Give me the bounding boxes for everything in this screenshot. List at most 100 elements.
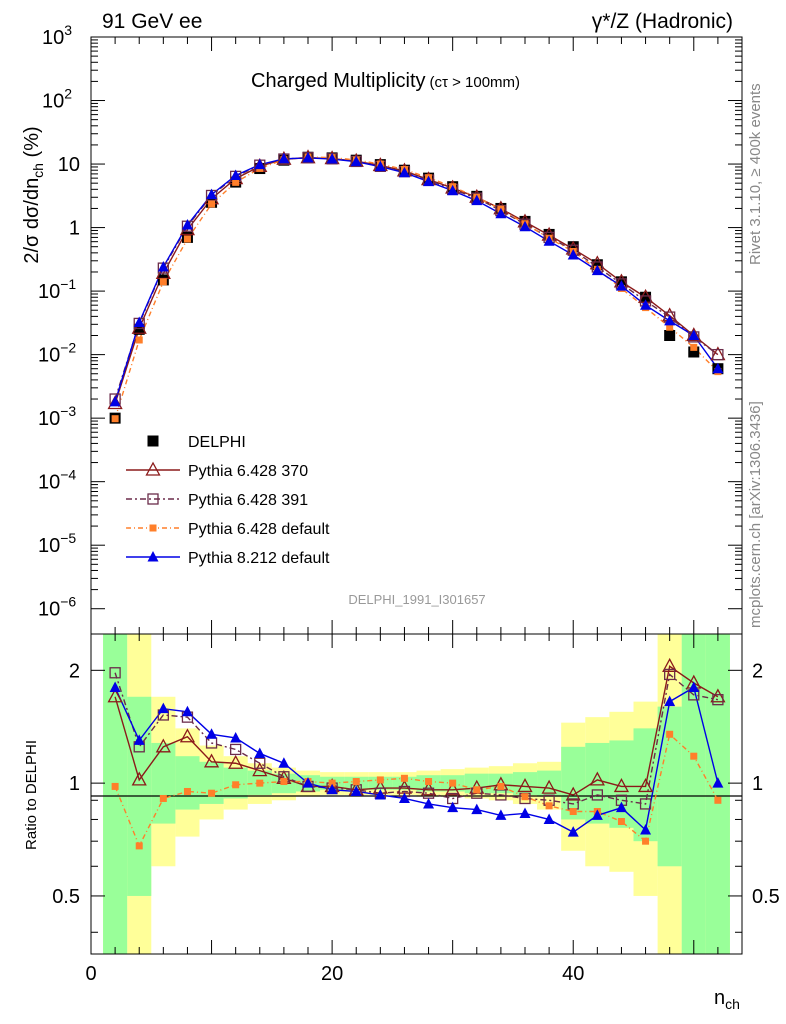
ratio-point-s0-18 (541, 779, 557, 794)
top-point-s1-1 (131, 319, 147, 334)
top-point-s4-21 (615, 280, 627, 291)
tick-base: 10 (38, 281, 60, 303)
ratio-point-s2-24 (690, 752, 698, 760)
ratio-point-s2-25 (714, 796, 722, 804)
top-point-s4-6 (254, 158, 266, 170)
top-point-s4-4 (206, 188, 218, 200)
ratio-point-s3-1 (133, 734, 145, 745)
ratio-point-s0-17 (517, 778, 533, 793)
bottom-y-tick-label-right: 1 (752, 773, 763, 795)
top-point-s4-7 (278, 152, 290, 164)
ratio-point-s2-9 (328, 779, 336, 787)
ratio-point-s2-19 (569, 808, 577, 816)
legend-marker-3 (149, 524, 157, 532)
top-point-s4-5 (230, 169, 242, 181)
ratio-point-s2-3 (183, 787, 191, 795)
ratio-point-s0-22 (637, 778, 654, 793)
bottom-panel: 0.5 0.51 12 20 20 40 (52, 633, 780, 985)
plot-subtitle-text: (cτ > 100mm) (430, 74, 521, 91)
top-point-s4-19 (567, 249, 579, 260)
top-point-s4-14 (447, 184, 459, 196)
ratio-point-s3-24 (688, 681, 700, 692)
tick-exponent: −1 (60, 276, 76, 292)
ratio-point-s3-4 (206, 728, 218, 739)
green-band-3 (175, 756, 200, 810)
legend-marker-0 (147, 435, 159, 447)
legend-label-4: Pythia 8.212 default (188, 550, 330, 567)
top-point-s4-12 (398, 166, 410, 178)
ratio-point-s0-0 (107, 688, 123, 703)
top-point-s3-5 (232, 178, 240, 186)
top-y-tick-label: 10−4 (38, 467, 76, 494)
ratio-point-s2-2 (159, 794, 167, 802)
ratio-point-s0-1 (131, 771, 147, 786)
ratio-point-s1-20 (591, 789, 603, 801)
ratio-point-s3-6 (254, 747, 266, 758)
ratio-point-s3-22 (640, 823, 652, 835)
legend-marker-1 (145, 461, 161, 476)
ratio-point-s3-16 (495, 809, 507, 820)
ratio-point-s2-12 (400, 774, 408, 782)
top-point-s4-22 (640, 299, 652, 310)
green-band-19 (561, 746, 586, 820)
ratio-point-s0-20 (589, 771, 605, 786)
ratio-point-s3-20 (591, 809, 603, 820)
top-point-s0-19 (567, 241, 579, 253)
legend-marker-2 (147, 493, 159, 505)
ratio-series-line-3 (114, 686, 719, 833)
green-band-4 (199, 761, 224, 804)
bottom-panel-frame (90, 633, 743, 955)
top-point-s0-22 (640, 291, 652, 303)
top-point-s0-24 (688, 346, 700, 358)
tick-exponent: 3 (64, 22, 72, 38)
top-point-s4-15 (471, 194, 483, 206)
top-y-tick-label: 102 (42, 86, 72, 113)
analysis-id: DELPHI_1991_I301657 (348, 592, 485, 607)
legend-marker-4 (147, 551, 159, 562)
ratio-point-s2-4 (208, 789, 216, 797)
tick-exponent: −6 (60, 594, 76, 610)
top-y-axis-label: 2/σ dσ/dnch (%) (21, 126, 46, 263)
ratio-point-s0-19 (565, 786, 581, 801)
tick-exponent: −5 (60, 530, 76, 546)
ratio-point-s1-23 (664, 668, 676, 681)
top-point-s2-25 (712, 348, 724, 361)
ratio-point-s1-22 (639, 798, 652, 810)
tick-exponent: −2 (60, 340, 76, 356)
ratio-point-s1-25 (712, 694, 724, 706)
ratio-series-line-2 (114, 732, 719, 848)
ratio-point-s3-13 (423, 797, 435, 809)
bottom-y-axis-label: Ratio to DELPHI (23, 740, 40, 850)
top-point-s3-24 (690, 343, 698, 351)
tick-exponent: 2 (64, 86, 72, 102)
ratio-point-s3-14 (447, 801, 459, 813)
ratio-point-s2-22 (642, 837, 650, 845)
top-y-tick-label: 103 (42, 22, 72, 49)
green-band-25 (705, 634, 730, 954)
top-plot-title: Charged Multiplicity (cτ > 100mm) (251, 70, 520, 92)
top-point-s4-0 (109, 395, 121, 407)
ratio-point-s2-6 (256, 779, 264, 787)
legend-label-3: Pythia 6.428 default (188, 521, 330, 538)
top-point-s1-24 (686, 327, 702, 342)
top-point-s4-25 (712, 362, 724, 374)
green-band-12 (392, 776, 417, 790)
ratio-point-s3-8 (302, 777, 314, 788)
x-tick-label: 0 (85, 963, 96, 985)
legend: DELPHI Pythia 6.428 370 Pythia 6.428 391 Py… (126, 434, 330, 567)
top-point-s0-1 (133, 323, 145, 335)
ratio-point-s1-5 (230, 743, 242, 756)
top-point-s0-18 (543, 228, 555, 240)
tick-base: 10 (42, 27, 64, 49)
green-band-18 (537, 770, 562, 797)
ratio-point-s3-0 (109, 681, 121, 692)
ratio-point-s2-17 (521, 793, 529, 801)
green-band-23 (657, 706, 682, 867)
ratio-point-s2-13 (425, 778, 433, 786)
top-series-line-1 (114, 156, 719, 404)
tick-base: 10 (38, 345, 60, 367)
ratio-point-s0-23 (662, 657, 678, 672)
